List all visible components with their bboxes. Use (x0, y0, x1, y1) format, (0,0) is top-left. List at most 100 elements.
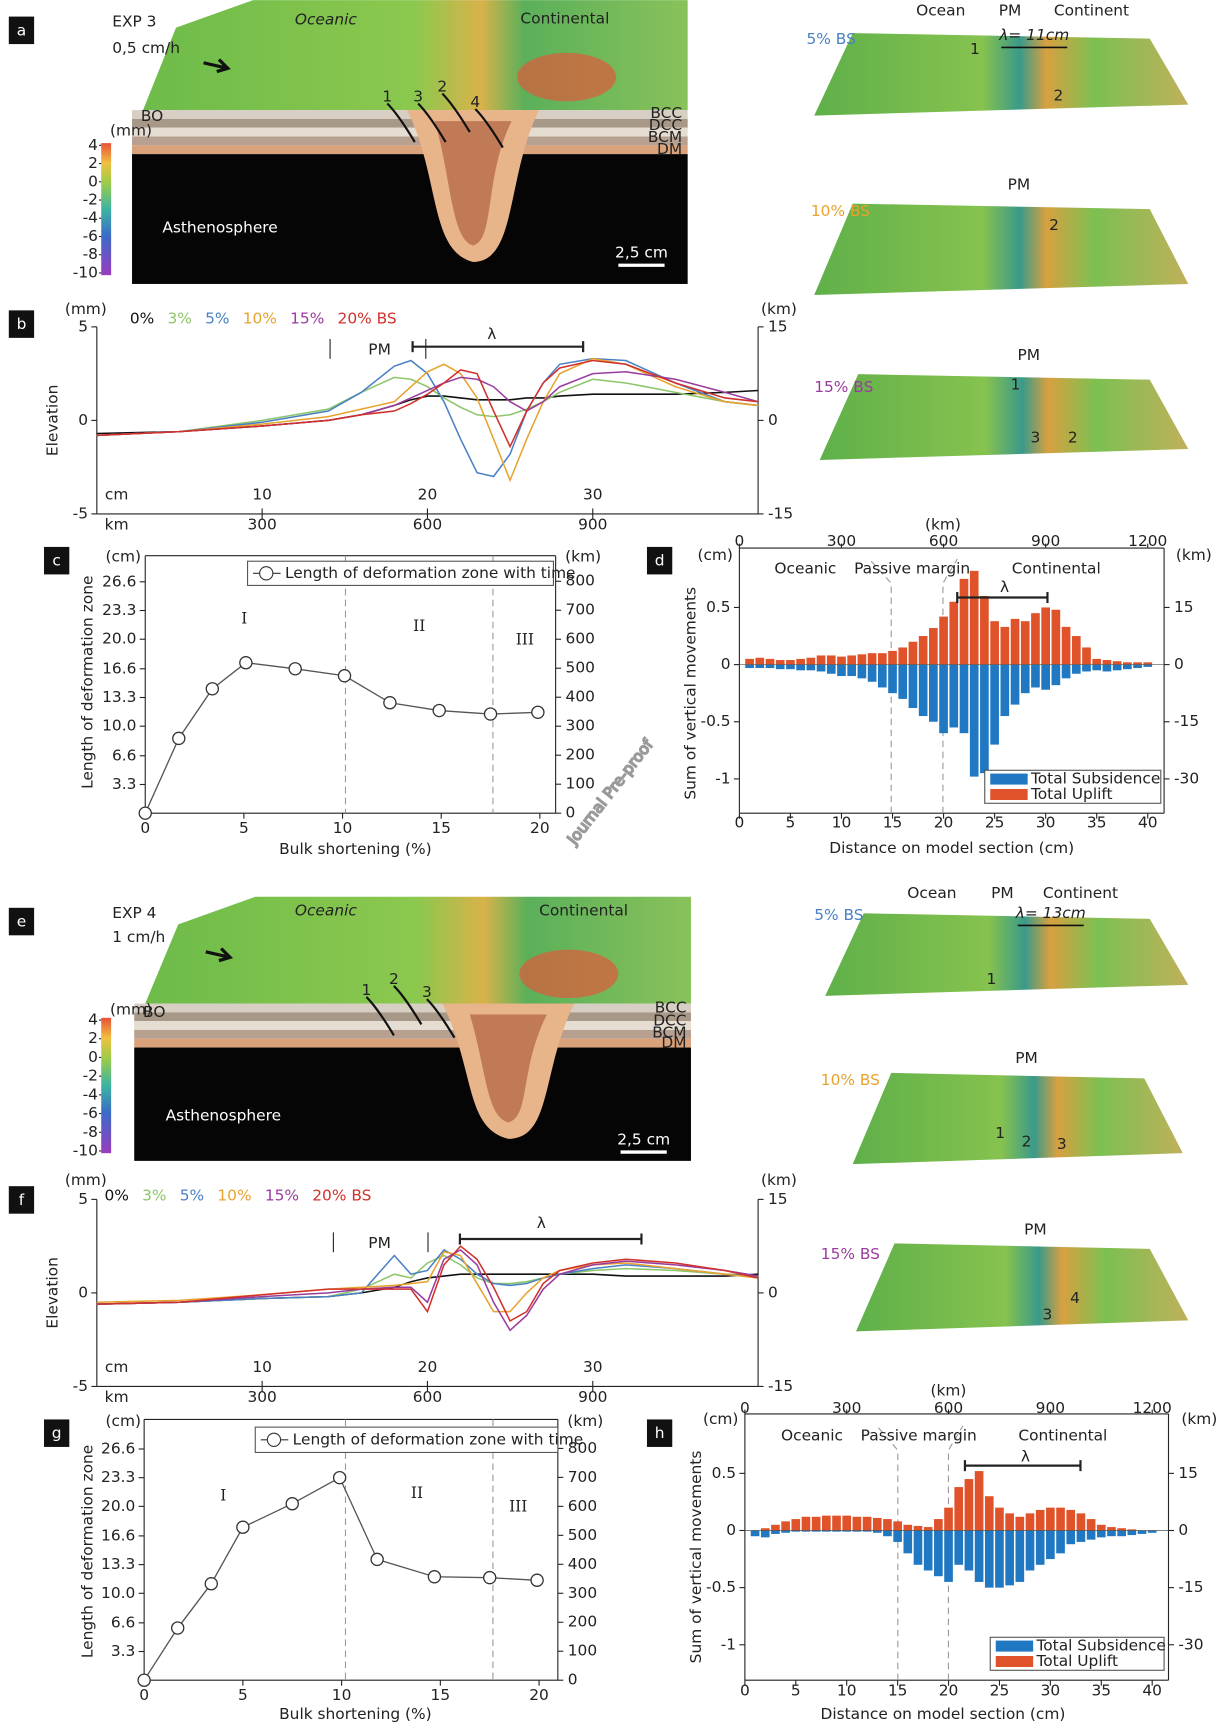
structure-number: 4 (1070, 1289, 1080, 1307)
legend-marker (259, 566, 274, 581)
y-tick-label: 26.6 (101, 1439, 135, 1457)
y2-tick-label: 300 (566, 717, 595, 735)
bar (929, 628, 938, 665)
bar (847, 655, 857, 665)
structure-number: 2 (1054, 86, 1064, 104)
y-tick-label: 0 (78, 411, 88, 429)
bar (862, 1516, 872, 1531)
colorbar-tick-label: 0 (88, 1048, 98, 1066)
legend-entry: Length of deformation zone with time (293, 1430, 584, 1448)
snapshot-zone-label: Ocean (907, 884, 956, 902)
y2-tick-label: 700 (568, 1468, 597, 1486)
y2-tick-label: 300 (568, 1584, 597, 1602)
annotation: PM (368, 340, 391, 358)
bar (1143, 662, 1153, 665)
x-tick-label: 20 (530, 819, 550, 837)
panel-label: d (655, 552, 665, 570)
wavelength-label: λ= 13cm (1015, 904, 1086, 922)
data-point (204, 1577, 218, 1591)
bar (1000, 626, 1010, 665)
bar (929, 664, 938, 722)
data-line (96, 389, 759, 435)
data-line (96, 370, 759, 437)
x-tick-label: 30 (1036, 814, 1056, 832)
bar (959, 664, 969, 734)
model-top-left: Oceanic (295, 10, 358, 28)
fault-number: 2 (437, 78, 447, 96)
panel-label-box (44, 1419, 70, 1447)
data-point (530, 1573, 544, 1587)
legend-marker (266, 1432, 282, 1447)
y-tick-label: 6.6 (112, 746, 136, 764)
panel-label-box (8, 16, 35, 45)
colorbar-tick-label: -4 (83, 1085, 98, 1103)
x2-tick-label: 300 (832, 1399, 861, 1417)
colorbar-tick-label: 2 (88, 1029, 98, 1047)
x2-tick-label: 1200 (1133, 1399, 1172, 1417)
bar (959, 578, 969, 665)
annotation: I (220, 1486, 226, 1504)
bar (1020, 664, 1030, 694)
bar (954, 1530, 964, 1565)
bar (857, 654, 867, 665)
annotation: λ (537, 1214, 546, 1232)
bar (1143, 664, 1153, 667)
bar (1071, 636, 1081, 665)
legend-entry: Total Subsidence (1035, 1637, 1165, 1655)
bar (826, 655, 836, 665)
y2-tick-label: 600 (568, 1497, 597, 1515)
x-unit: cm (105, 486, 128, 504)
structure-number: 3 (1057, 1135, 1067, 1153)
annotation: III (516, 630, 534, 648)
y2-tick-label: 0 (568, 1671, 578, 1689)
bar (990, 664, 999, 745)
fault (441, 92, 471, 133)
bar (837, 656, 846, 665)
annotation: Passive margin (854, 559, 970, 577)
y-tick-label: -0.5 (706, 1578, 736, 1596)
bar (944, 1530, 953, 1582)
bar (1035, 1530, 1045, 1565)
bar (1010, 618, 1020, 665)
x2-tick-label: 600 (929, 532, 958, 550)
snapshot-label: 10% BS (821, 1071, 880, 1089)
legend-box (254, 1426, 559, 1453)
snapshot-zone-label: PM (1008, 175, 1031, 193)
layer-label: BCM (648, 128, 682, 146)
bar (832, 1515, 841, 1531)
panel-label-box (8, 310, 35, 338)
annotation: Oceanic (781, 1426, 843, 1444)
convergence-arrow (205, 947, 234, 963)
bar (974, 1471, 984, 1531)
x-tick-label: 30 (583, 486, 603, 504)
colorbar-tick-label: 2 (88, 154, 98, 172)
x-tick-label: 10 (333, 819, 353, 837)
x-tick-label: 15 (431, 1686, 451, 1704)
x-tick-label: 40 (1138, 814, 1158, 832)
bar (934, 1519, 943, 1531)
structure-number: 2 (1049, 216, 1059, 234)
x-tick-label: 0 (734, 814, 744, 832)
y-tick-label: 20.0 (101, 1497, 135, 1515)
colorbar-tick-label: -2 (83, 1067, 98, 1085)
x2-tick-label: 600 (413, 515, 442, 533)
y-unit: (cm) (697, 546, 732, 564)
x2-tick-label: 1200 (1128, 532, 1167, 550)
data-point (239, 655, 253, 670)
structure-number: 1 (995, 1124, 1005, 1142)
bar (898, 647, 908, 665)
legend-entry: Length of deformation zone with time (285, 564, 576, 582)
bar (775, 664, 785, 670)
layer-label: DM (657, 140, 682, 158)
layer-label: BCC (655, 998, 687, 1016)
annotation: λ (1000, 578, 1009, 596)
mantle-label: Asthenosphere (166, 1106, 281, 1124)
x-tick-label: 0 (740, 1682, 750, 1700)
snapshot-label: 15% BS (821, 1245, 880, 1263)
model-layer (134, 1012, 691, 1022)
x-tick-label: 15 (431, 819, 451, 837)
layer-label: BO (141, 107, 163, 125)
data-point (138, 806, 152, 820)
bar (903, 1530, 913, 1554)
bar (775, 660, 785, 665)
